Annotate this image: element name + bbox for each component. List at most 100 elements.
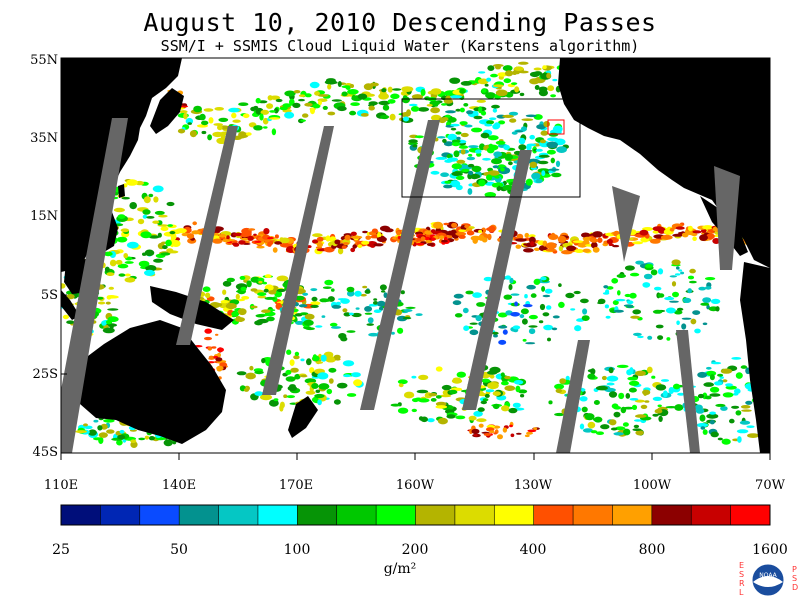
cloud-patch [518,137,526,145]
cloud-patch [311,383,319,389]
cloud-patch [484,123,493,127]
cloud-patch [522,318,528,325]
cloud-patch [418,374,429,380]
cloud-patch [441,239,448,243]
cloud-patch [269,95,281,100]
cloud-patch [574,325,582,332]
cloud-patch [444,159,453,163]
cloud-patch [669,300,679,303]
cloud-patch [355,307,360,310]
cloud-patch [228,107,240,113]
cloud-patch [349,110,357,116]
cloud-patch [604,304,610,309]
cloud-patch [473,110,479,117]
cloud-patch [179,110,188,114]
cloud-patch [559,378,567,384]
cloud-patch [273,398,279,402]
cloud-patch [460,149,466,155]
cloud-patch [512,325,521,330]
cloud-patch [511,70,518,76]
cloud-patch [673,383,681,390]
cloud-patch [468,145,479,149]
cloud-patch [539,303,546,311]
cloud-patch [635,370,646,376]
cloud-patch [595,385,608,391]
cloud-patch [220,360,227,363]
cloud-patch [484,393,490,398]
logo-letter: L [739,588,744,597]
cloud-patch [284,90,296,97]
cloud-patch [538,320,544,324]
cloud-patch [276,275,289,282]
cloud-patch [379,284,387,291]
cloud-patch [709,393,721,397]
cloud-patch [120,228,130,233]
cloud-patch [451,139,461,144]
cloud-patch [266,103,274,109]
region-box-small [547,119,565,135]
lon-label: 100W [632,478,672,493]
cloud-patch [294,373,301,380]
cloud-patch [624,265,635,271]
cloud-patch [346,393,357,397]
cloud-patch [317,94,329,97]
colorbar-swatch [573,505,613,525]
cloud-patch [717,437,723,441]
cloud-patch [492,403,500,410]
cloud-patch [435,395,442,399]
cloud-patch [741,409,752,412]
cloud-patch [471,165,482,173]
cloud-patch [533,71,543,76]
cloud-patch [455,108,461,112]
cloud-patch [408,139,418,143]
cloud-patch [478,234,485,241]
cloud-patch [489,366,501,374]
cloud-patch [747,433,760,438]
cloud-patch [469,329,479,336]
cloud-patch [390,403,401,407]
cloud-patch [676,307,684,311]
cloud-patch [333,354,341,360]
cloud-patch [238,131,247,139]
cloud-patch [709,374,715,381]
cloud-patch [145,265,157,272]
cloud-patch [630,315,640,319]
cloud-patch [471,428,480,435]
cloud-patch [435,401,447,407]
cloud-patch [169,231,176,235]
cloud-patch [537,160,549,165]
cloud-patch [526,284,536,290]
cloud-patch [271,128,277,136]
cloud-patch [519,314,525,319]
cloud-patch [446,154,453,159]
cloud-patch [443,141,454,147]
cloud-patch [118,273,126,277]
cloud-patch [257,277,265,282]
cloud-patch [138,260,150,268]
colorbar-label: 50 [170,542,188,558]
cloud-patch [493,151,503,157]
lat-label: 35N [30,131,58,146]
cloud-patch [715,306,720,312]
cloud-patch [510,433,515,438]
cloud-patch [675,226,685,230]
cloud-patch [412,398,419,403]
cloud-patch [437,417,448,425]
cloud-patch [489,374,495,379]
cloud-patch [509,424,513,428]
cloud-patch [572,240,584,244]
cloud-patch [201,130,207,135]
cloud-patch [153,196,159,203]
cloud-patch [126,241,139,249]
cloud-patch [219,233,226,238]
cloud-patch [473,410,483,417]
cloud-patch [495,140,506,145]
cloud-patch [652,309,663,314]
cloud-patch [279,106,288,111]
cloud-patch [528,234,536,238]
cloud-patch [373,309,382,314]
cloud-patch [676,320,680,326]
cloud-patch [250,276,261,283]
cloud-patch [269,117,281,120]
cloud-patch [368,332,379,337]
